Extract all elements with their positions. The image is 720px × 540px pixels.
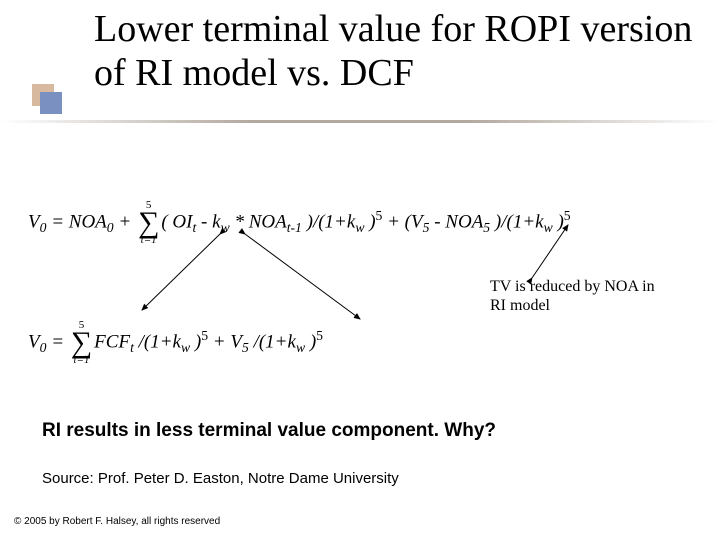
callout-tv-reduced: TV is reduced by NOA in RI model [490,277,670,315]
formula-ri-model: V0 = NOA0 + 5∑t=1( OIt - kw * NOAt-1 )/(… [28,200,571,246]
conclusion-text: RI results in less terminal value compon… [42,420,496,442]
formula-dcf-model: V0 = 5∑t=1FCFt /(1+kw )5 + V5 /(1+kw )5 [28,320,323,366]
title-underline [0,120,720,123]
source-attribution: Source: Prof. Peter D. Easton, Notre Dam… [42,470,399,487]
title-bullet-icon [28,80,60,112]
slide-title: Lower terminal value for ROPI version of… [94,8,694,95]
slide-header: Lower terminal value for ROPI version of… [0,8,720,112]
copyright-text: © 2005 by Robert F. Halsey, all rights r… [14,516,220,527]
